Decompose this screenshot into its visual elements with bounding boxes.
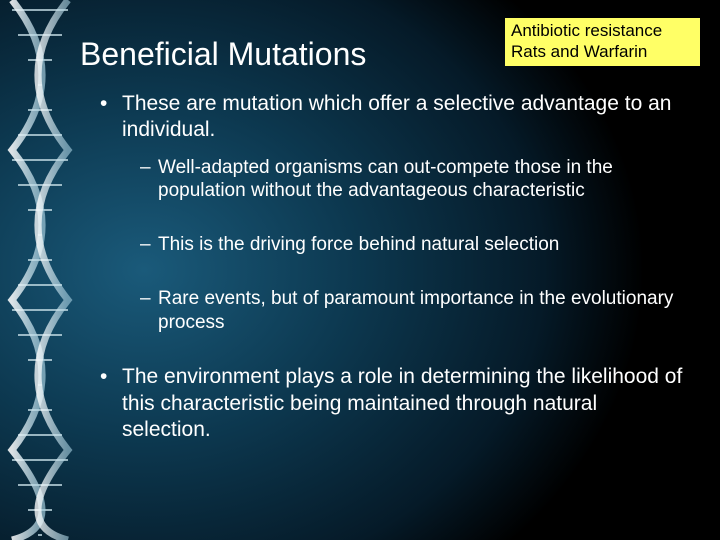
bullet-item: The environment plays a role in determin…	[100, 364, 690, 443]
slide-content: Beneficial Mutations Antibiotic resistan…	[0, 0, 720, 540]
sub-bullet-list: Well-adapted organisms can out-compete t…	[122, 156, 690, 335]
sticky-line-2: Rats and Warfarin	[511, 41, 694, 62]
sub-bullet-item: Well-adapted organisms can out-compete t…	[140, 156, 690, 204]
bullet-text: These are mutation which offer a selecti…	[122, 92, 671, 141]
header-row: Beneficial Mutations Antibiotic resistan…	[80, 18, 690, 73]
sticky-line-1: Antibiotic resistance	[511, 20, 694, 41]
bullet-item: These are mutation which offer a selecti…	[100, 91, 690, 334]
bullet-text: The environment plays a role in determin…	[122, 365, 682, 441]
sub-bullet-item: This is the driving force behind natural…	[140, 233, 690, 257]
sub-bullet-item: Rare events, but of paramount importance…	[140, 287, 690, 335]
bullet-list: These are mutation which offer a selecti…	[80, 91, 690, 443]
sticky-note: Antibiotic resistance Rats and Warfarin	[505, 18, 700, 66]
slide-title: Beneficial Mutations	[80, 18, 505, 73]
